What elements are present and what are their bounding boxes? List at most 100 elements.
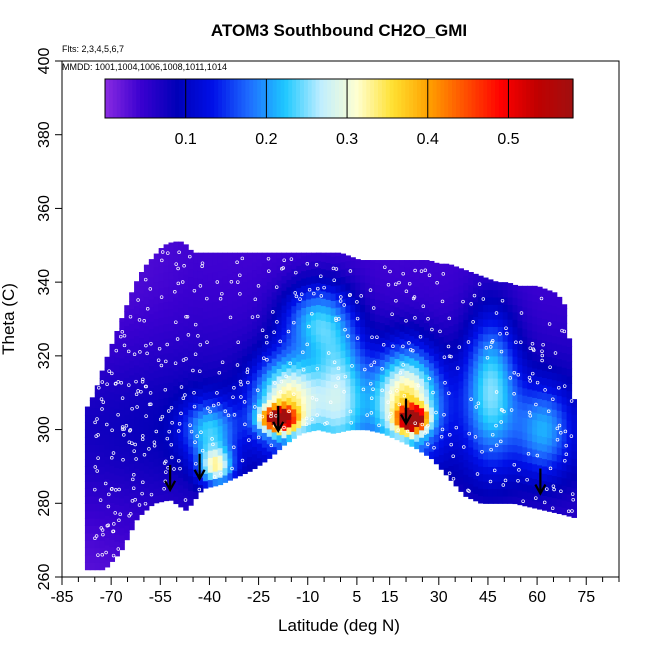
field-cell bbox=[330, 278, 337, 287]
field-cell bbox=[148, 313, 155, 322]
field-cell bbox=[158, 280, 165, 289]
sample-point bbox=[256, 284, 261, 288]
field-cell bbox=[453, 397, 460, 406]
field-cell bbox=[158, 427, 165, 436]
field-cell bbox=[433, 389, 440, 398]
field-cell bbox=[94, 547, 101, 556]
field-cell bbox=[99, 414, 106, 423]
field-cell bbox=[537, 287, 543, 296]
field-cell bbox=[207, 302, 214, 311]
field-cell bbox=[492, 392, 499, 401]
field-cell bbox=[119, 461, 125, 470]
field-cell bbox=[369, 260, 376, 262]
field-cell bbox=[207, 413, 214, 422]
sample-point bbox=[543, 388, 547, 392]
field-cell bbox=[281, 260, 288, 269]
field-cell bbox=[546, 371, 553, 380]
field-cell bbox=[394, 269, 401, 278]
field-cell bbox=[256, 310, 263, 319]
field-cell bbox=[217, 337, 224, 346]
field-cell bbox=[183, 451, 189, 460]
field-cell bbox=[424, 440, 430, 449]
field-cell bbox=[119, 372, 125, 381]
field-cell bbox=[369, 416, 376, 425]
sample-point bbox=[175, 337, 180, 341]
sample-point bbox=[560, 328, 564, 333]
field-cell bbox=[453, 338, 460, 347]
field-cell bbox=[497, 363, 504, 372]
field-cell bbox=[433, 353, 440, 362]
field-cell bbox=[522, 285, 528, 293]
sample-point bbox=[286, 329, 291, 334]
field-cell bbox=[207, 252, 214, 259]
field-cell bbox=[379, 403, 386, 412]
field-cell bbox=[153, 274, 160, 283]
sample-point bbox=[105, 523, 110, 528]
field-cell bbox=[355, 370, 361, 379]
field-cell bbox=[247, 368, 253, 376]
field-cell bbox=[468, 343, 474, 352]
field-cell bbox=[173, 311, 179, 320]
field-cell bbox=[399, 390, 405, 399]
field-cell bbox=[296, 398, 302, 407]
field-cell bbox=[409, 409, 415, 418]
colorbar-segment bbox=[370, 79, 375, 118]
field-cell bbox=[492, 289, 499, 298]
field-cell bbox=[379, 381, 386, 390]
sample-point bbox=[447, 316, 452, 321]
field-cell bbox=[419, 385, 425, 394]
field-cell bbox=[419, 260, 425, 261]
sample-point bbox=[348, 409, 353, 414]
sample-point bbox=[551, 484, 556, 488]
field-cell bbox=[291, 386, 297, 395]
field-cell bbox=[443, 415, 450, 424]
field-cell bbox=[232, 286, 238, 295]
field-cell bbox=[183, 429, 189, 437]
field-cell bbox=[571, 465, 577, 474]
field-cell bbox=[242, 370, 248, 379]
field-cell bbox=[276, 316, 283, 325]
field-cell bbox=[478, 399, 484, 408]
field-cell bbox=[419, 363, 425, 372]
field-cell bbox=[173, 348, 179, 357]
field-cell bbox=[202, 436, 209, 445]
field-cell bbox=[571, 406, 577, 415]
field-cell bbox=[227, 303, 233, 312]
field-cell bbox=[291, 357, 297, 366]
field-cell bbox=[399, 309, 405, 318]
sample-point bbox=[238, 379, 243, 384]
colorbar-segment bbox=[202, 79, 207, 118]
field-cell bbox=[438, 388, 445, 397]
field-cell bbox=[561, 352, 568, 361]
field-cell bbox=[365, 370, 371, 379]
field-cell bbox=[266, 281, 273, 290]
field-cell bbox=[247, 456, 253, 465]
field-cell bbox=[330, 307, 337, 316]
field-cell bbox=[502, 311, 509, 320]
field-cell bbox=[139, 285, 145, 294]
field-cell bbox=[286, 323, 292, 332]
sample-point bbox=[355, 316, 360, 321]
field-cell bbox=[473, 456, 479, 465]
field-cell bbox=[394, 373, 401, 382]
field-cell bbox=[212, 434, 219, 443]
field-cell bbox=[232, 264, 238, 273]
field-cell bbox=[315, 260, 322, 269]
field-cell bbox=[566, 405, 573, 414]
field-cell bbox=[532, 286, 538, 295]
field-cell bbox=[389, 260, 396, 269]
field-cell bbox=[252, 298, 258, 307]
field-cell bbox=[448, 458, 455, 467]
field-cell bbox=[566, 398, 573, 406]
field-cell bbox=[296, 265, 302, 274]
field-cell bbox=[532, 294, 538, 303]
field-cell bbox=[124, 495, 130, 504]
field-cell bbox=[497, 282, 504, 291]
field-cell bbox=[360, 341, 366, 350]
field-cell bbox=[296, 258, 302, 266]
sample-point bbox=[110, 428, 114, 433]
field-cell bbox=[468, 491, 474, 500]
field-cell bbox=[237, 269, 243, 278]
field-cell bbox=[148, 335, 155, 344]
field-cell bbox=[89, 562, 96, 571]
